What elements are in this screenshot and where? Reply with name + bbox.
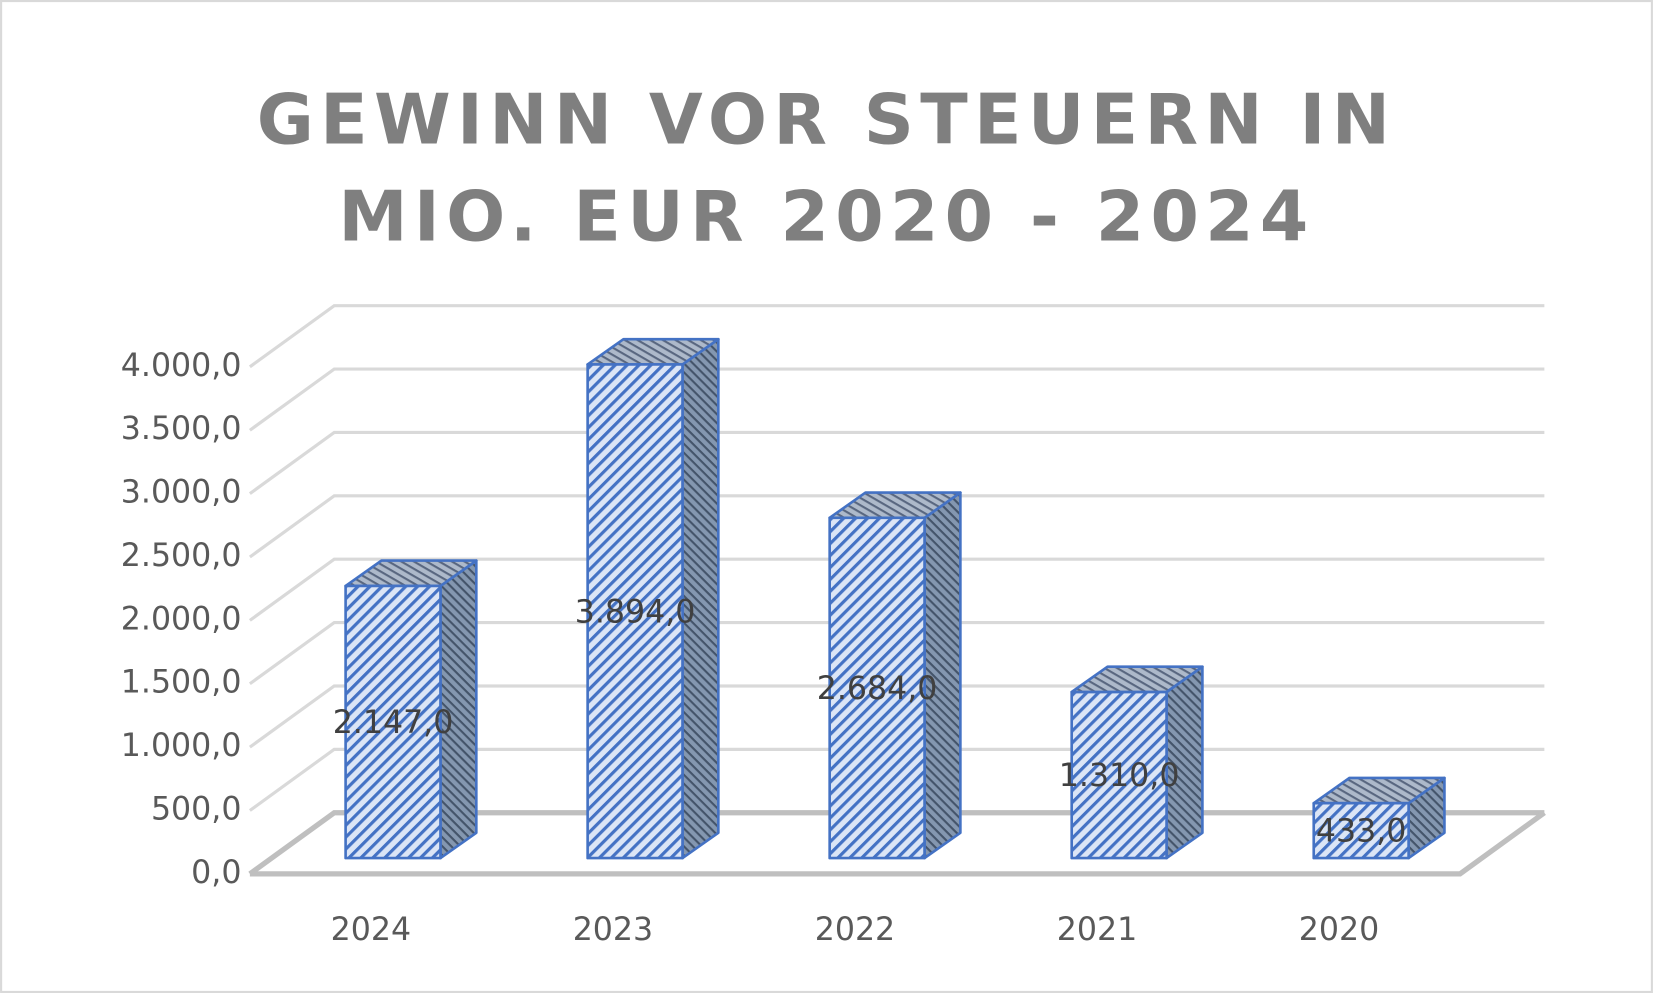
- bar-front: [344, 584, 442, 860]
- data-label: 2.684,0: [817, 671, 938, 707]
- bar: [828, 491, 962, 860]
- grid-line: [248, 557, 1545, 622]
- y-tick-label: 1.500,0: [121, 665, 242, 701]
- grid-line: [248, 621, 1545, 686]
- y-tick-label: 2.500,0: [121, 538, 242, 574]
- x-tick-label: 2022: [815, 912, 895, 948]
- title-area: GEWINN VOR STEUERN IN MIO. EUR 2020 - 20…: [256, 79, 1397, 258]
- grid-line: [248, 304, 1545, 369]
- bar: [1070, 665, 1204, 860]
- bar-front: [586, 363, 684, 860]
- data-label: 1.310,0: [1059, 758, 1180, 794]
- grid-line: [248, 494, 1545, 559]
- y-tick-label: 500,0: [151, 792, 242, 828]
- x-tick-label: 2023: [573, 912, 653, 948]
- data-label: 3.894,0: [575, 594, 696, 630]
- x-tick-label: 2020: [1299, 912, 1379, 948]
- y-tick-label: 1.000,0: [121, 728, 242, 764]
- floor-edge: [249, 810, 1546, 877]
- y-tick-label: 3.000,0: [121, 475, 242, 511]
- plot-area: 0,0 500,0 1.000,0 1.500,0 2.000,0 2.500,0 3.00…: [121, 304, 1546, 948]
- bar: [1312, 776, 1446, 860]
- bar: [586, 337, 720, 860]
- x-tick-label: 2024: [331, 912, 411, 948]
- data-label: 433,0: [1316, 814, 1407, 850]
- x-tick-label: 2021: [1057, 912, 1137, 948]
- grid-line: [248, 367, 1545, 432]
- bar: [344, 559, 478, 860]
- grid-line: [248, 430, 1545, 495]
- bar-front: [1070, 690, 1168, 860]
- bar-front: [1312, 801, 1410, 860]
- data-label: 2.147,0: [333, 705, 454, 741]
- chart-title: GEWINN VOR STEUERN IN MIO. EUR 2020 - 20…: [256, 79, 1397, 258]
- y-tick-label: 4.000,0: [121, 348, 242, 384]
- y-tick-label: 3.500,0: [121, 411, 242, 447]
- bar-front: [828, 516, 926, 860]
- y-tick-label: 2.000,0: [121, 601, 242, 637]
- y-tick-label: 0,0: [191, 855, 241, 891]
